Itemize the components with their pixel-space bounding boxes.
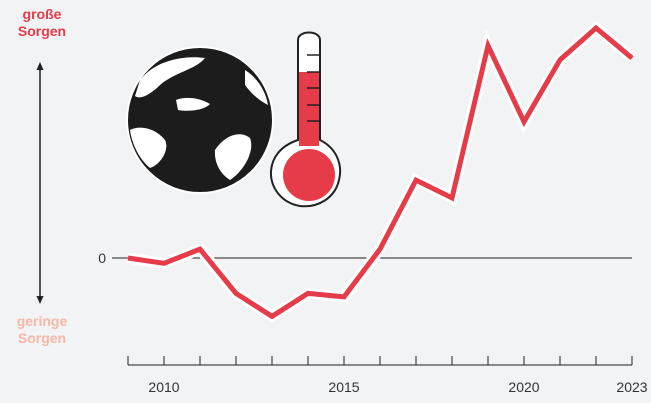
series-layer (127, 20, 636, 323)
y-tick-label-0: 0 (98, 250, 106, 266)
data-point-2021 (559, 59, 561, 61)
globe-icon (126, 46, 274, 194)
high-concern-label-line2: Sorgen (17, 23, 67, 39)
data-point-2015 (343, 296, 345, 298)
high-concern-label-line1: große (22, 6, 62, 22)
data-point-2012 (235, 292, 237, 294)
x-tick-label-2020: 2020 (508, 379, 539, 395)
low-concern-label-line2: Sorgen (17, 330, 67, 346)
data-point-2011 (199, 248, 201, 250)
high-concern-label: große Sorgen (0, 6, 84, 40)
x-axis: 2010 2015 2020 2023 (127, 356, 648, 395)
sentiment-arrow (36, 62, 44, 304)
low-concern-label-line1: geringe (16, 313, 68, 329)
thermometer-icon (269, 31, 341, 208)
data-point-2022 (595, 27, 597, 29)
data-point-2013 (271, 315, 273, 317)
data-point-2009 (127, 257, 129, 259)
data-point-2014 (307, 292, 309, 294)
x-tick-label-2015: 2015 (328, 379, 359, 395)
data-point-2019 (487, 45, 489, 47)
data-point-2018 (451, 197, 453, 199)
data-point-2020 (523, 121, 525, 123)
data-point-2016 (379, 248, 381, 250)
x-tick-label-2023: 2023 (616, 379, 647, 395)
low-concern-label: geringe Sorgen (0, 313, 84, 347)
x-tick-label-2010: 2010 (148, 379, 179, 395)
data-point-2023 (631, 57, 633, 59)
data-point-2017 (415, 179, 417, 181)
data-point-2010 (163, 262, 165, 264)
